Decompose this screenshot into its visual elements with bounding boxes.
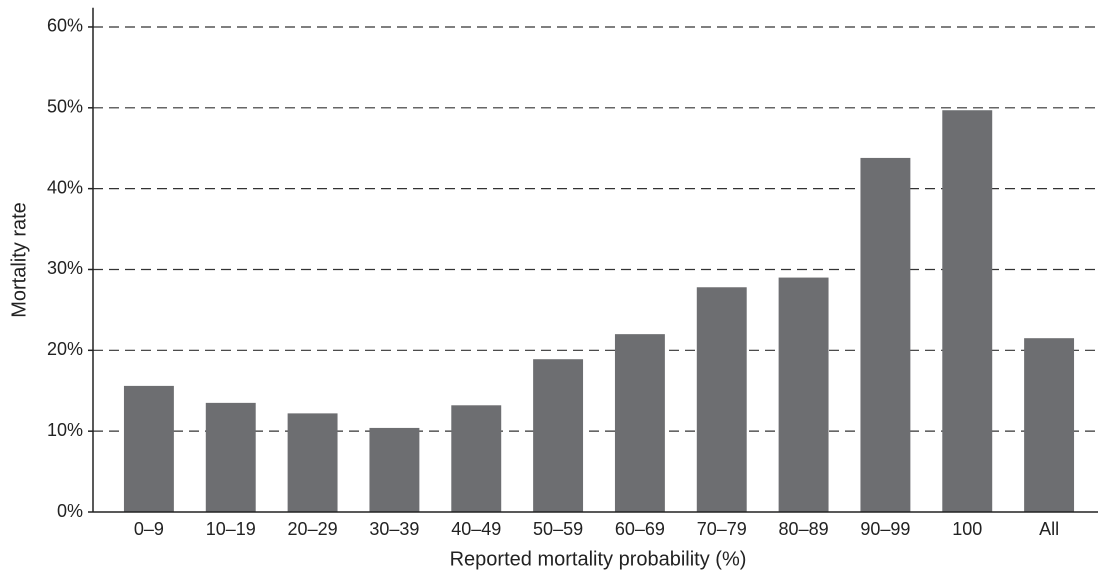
x-tick-label: 80–89 (779, 519, 829, 539)
bar (1024, 338, 1075, 512)
x-tick-label: 10–19 (206, 519, 256, 539)
bar (533, 359, 584, 512)
x-tick-label: 30–39 (369, 519, 419, 539)
x-tick-label: 100 (952, 519, 982, 539)
y-tick-label: 20% (47, 339, 83, 359)
x-tick-label: 40–49 (451, 519, 501, 539)
x-tick-label: 20–29 (288, 519, 338, 539)
x-tick-label: 70–79 (697, 519, 747, 539)
y-tick-label: 50% (47, 97, 83, 117)
bar (942, 110, 993, 512)
bar (451, 405, 502, 512)
y-tick-label: 10% (47, 420, 83, 440)
x-tick-label: 60–69 (615, 519, 665, 539)
bar (778, 277, 829, 512)
bar (369, 427, 420, 512)
bar (287, 413, 338, 512)
y-tick-label: 40% (47, 177, 83, 197)
y-tick-label: 0% (57, 501, 83, 521)
y-tick-label: 60% (47, 16, 83, 36)
x-tick-label: 90–99 (860, 519, 910, 539)
bar (860, 157, 911, 512)
x-tick-label: 0–9 (134, 519, 164, 539)
bar (614, 334, 665, 512)
y-tick-label: 30% (47, 258, 83, 278)
bar (123, 385, 174, 512)
bar (205, 402, 256, 512)
x-axis-label: Reported mortality probability (%) (450, 548, 747, 570)
y-axis-label: Mortality rate (8, 202, 30, 318)
bar (696, 287, 747, 512)
x-tick-label: All (1039, 519, 1059, 539)
x-tick-label: 50–59 (533, 519, 583, 539)
